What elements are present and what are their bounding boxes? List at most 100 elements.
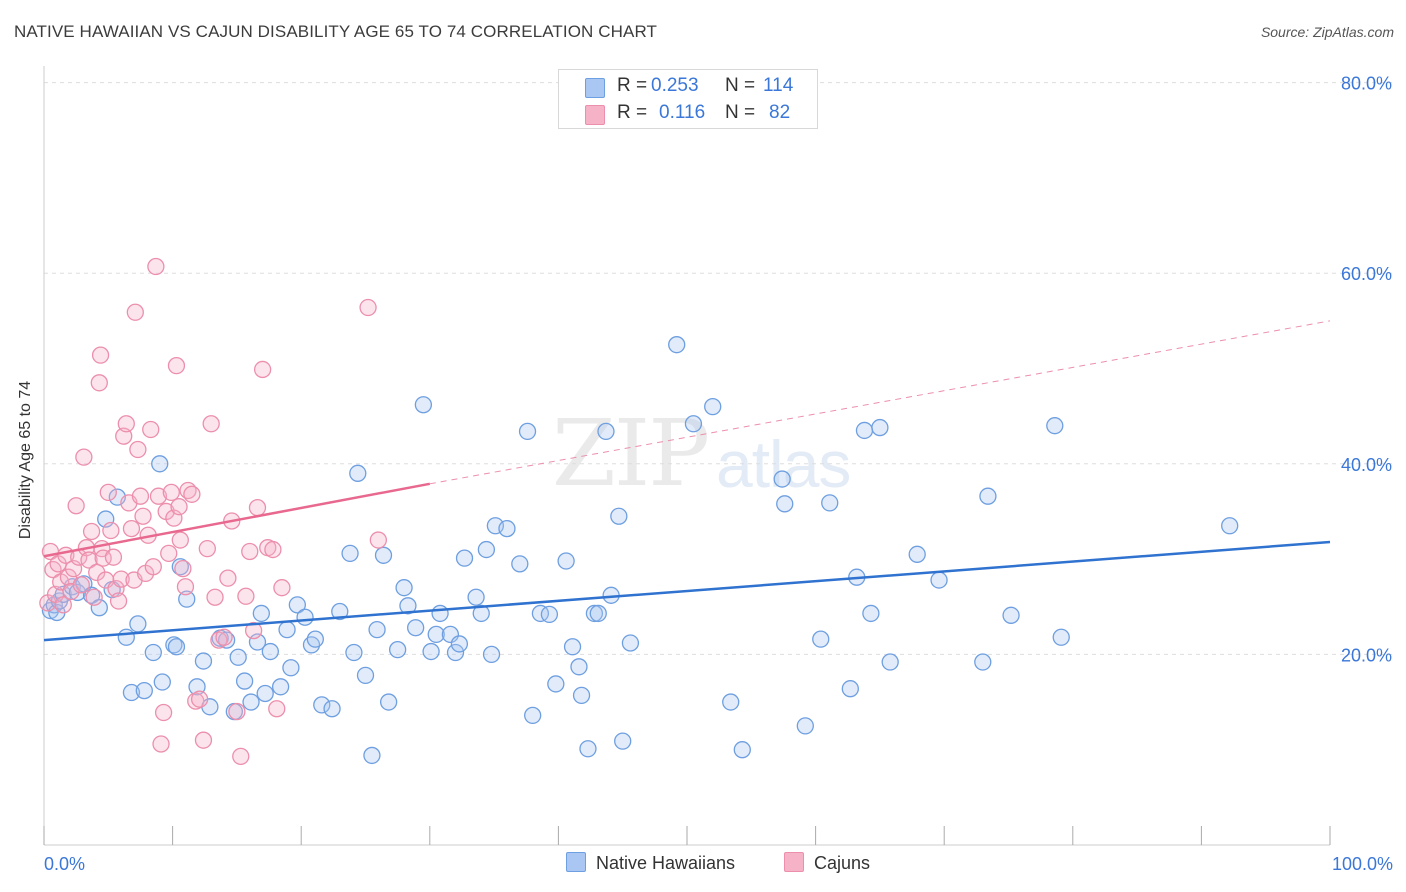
point-cajun [122,519,141,538]
point-cajun [219,569,237,587]
point-native-hawaiian [540,605,559,624]
point-native-hawaiian [256,684,274,703]
point-native-hawaiian [306,630,324,648]
point-cajun [109,592,128,610]
point-native-hawaiian [129,615,147,633]
point-native-hawaiian [773,470,791,488]
point-native-hawaiian [144,643,162,662]
point-native-hawaiian [563,638,582,656]
point-native-hawaiian [821,494,839,512]
legend-r-value: 0.253 [651,75,699,96]
legend-n-label: N = [725,102,756,123]
trend-line-native-hawaiians [43,540,1331,642]
x-tick-label: 0.0% [44,854,85,874]
point-cajun [104,548,123,566]
source-label: Source: ZipAtlas.com [1260,24,1394,40]
point-native-hawaiian [414,396,433,414]
point-native-hawaiian [668,336,686,354]
point-cajun [62,582,80,601]
point-cajun [171,531,189,549]
y-tick-label: 80.0% [1341,74,1392,94]
point-cajun [228,702,246,721]
point-cajun [160,544,178,563]
point-native-hawaiian [356,666,375,685]
point-native-hawaiian [704,397,722,416]
point-native-hawaiian [171,558,189,576]
y-axis-title: Disability Age 65 to 74 [17,380,34,540]
axes [43,66,1331,846]
point-cajun [144,558,162,576]
point-native-hawaiian [252,604,270,623]
watermark-zip: ZIP [552,400,710,507]
legend-swatch-pink [585,105,605,125]
point-cajun [167,356,186,375]
point-native-hawaiian [930,571,948,589]
point-native-hawaiian [614,732,632,750]
point-native-hawaiian [431,604,449,623]
point-native-hawaiian [579,740,597,758]
point-native-hawaiian [427,625,445,644]
point-cajun [194,731,213,749]
point-native-hawaiian [881,653,899,671]
point-native-hawaiian [511,555,529,573]
y-tick-label: 20.0% [1341,645,1392,665]
legend-swatch-blue [585,78,605,98]
point-cajun [142,420,160,439]
point-cajun [80,551,98,569]
point-cajun [147,257,165,276]
point-native-hawaiian [557,552,575,570]
point-native-hawaiian [547,675,565,693]
point-native-hawaiian [288,596,306,614]
point-native-hawaiian [422,642,440,661]
point-native-hawaiian [368,620,386,639]
legend-n-value: 82 [769,102,791,123]
point-cajun [126,303,144,321]
point-native-hawaiian [1002,606,1020,624]
point-native-hawaiian [379,693,398,711]
point-native-hawaiian [349,464,367,482]
point-native-hawaiian [90,599,108,617]
point-native-hawaiian [1221,517,1239,535]
point-cajun [198,539,216,558]
point-native-hawaiian [117,628,135,646]
point-native-hawaiian [235,672,254,690]
tick-labels: 20.0% 40.0% 60.0% 80.0% 0.0% 100.0% [44,74,1393,874]
point-native-hawaiian [167,638,186,656]
point-native-hawaiian [776,495,794,513]
legend-r-label: R = [617,75,648,96]
point-cajun [206,588,224,606]
chart-title: NATIVE HAWAIIAN VS CAJUN DISABILITY AGE … [14,22,658,41]
trend-cajuns-extended [429,320,1331,485]
point-native-hawaiian [278,620,296,639]
point-native-hawaiian [345,643,363,662]
point-cajun [162,483,180,502]
point-native-hawaiian [1052,628,1070,646]
bottom-legend-cajuns: Cajuns [784,852,870,874]
point-native-hawaiian [282,659,300,677]
point-cajun [273,579,291,597]
points-cajuns [39,257,388,766]
point-cajun [85,588,103,606]
point-cajun [244,621,263,640]
point-cajun [67,497,85,515]
point-cajun [99,483,117,502]
point-cajun [102,521,120,540]
point-native-hawaiian [229,648,247,666]
point-native-hawaiian [477,540,496,559]
point-cajun [54,596,72,614]
point-cajun [59,568,78,586]
point-native-hawaiian [570,658,588,676]
point-native-hawaiian [974,653,992,671]
bottom-legend-label: Native Hawaiians [596,853,736,873]
point-cajun [232,747,250,766]
point-native-hawaiian [331,602,349,621]
point-native-hawaiian [733,741,751,759]
point-cajun [134,507,152,525]
point-native-hawaiian [261,642,279,661]
point-native-hawaiian [482,645,501,664]
point-cajun [202,415,220,433]
point-cajun [264,540,282,559]
point-cajun [176,578,195,596]
point-native-hawaiian [841,680,859,698]
